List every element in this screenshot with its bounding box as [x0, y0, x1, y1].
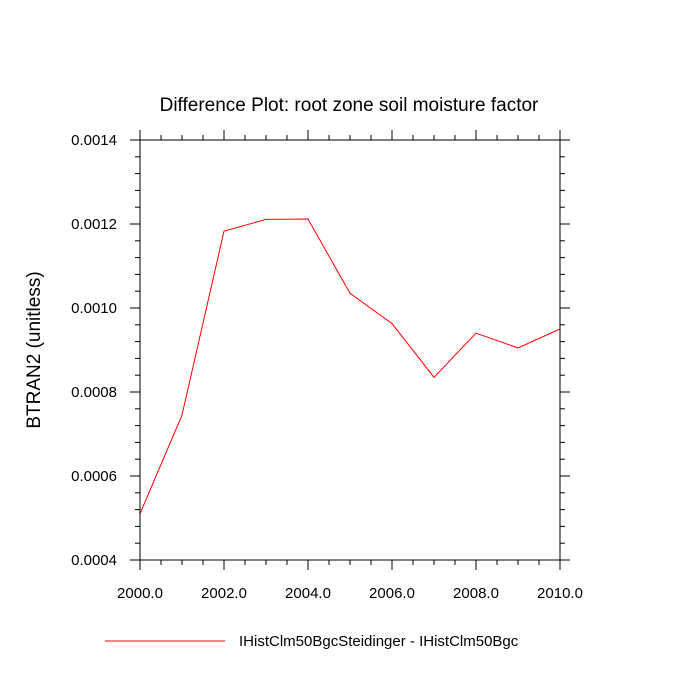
x-tick-label: 2000.0 — [117, 585, 163, 602]
major-ticks — [130, 130, 570, 570]
plot-frame — [139, 139, 561, 561]
y-axis-label: BTRAN2 (unitless) — [24, 271, 45, 428]
x-tick-label: 2006.0 — [369, 585, 415, 602]
legend-label: IHistClm50BgcSteidinger - IHistClm50Bgc — [239, 633, 519, 650]
y-tick-label: 0.0008 — [71, 384, 117, 401]
tick-labels: 2000.0 2002.0 2004.0 2006.0 2008.0 2010.0 0.00… — [71, 132, 583, 602]
y-tick-label: 0.0006 — [71, 468, 117, 485]
chart-title: Difference Plot: root zone soil moisture… — [160, 95, 539, 116]
y-tick-label: 0.0014 — [71, 132, 117, 149]
x-tick-label: 2004.0 — [285, 585, 331, 602]
x-tick-label: 2010.0 — [537, 585, 583, 602]
y-tick-label: 0.0012 — [71, 216, 117, 233]
series-layer — [139, 218, 561, 514]
minor-ticks — [135, 135, 565, 565]
x-tick-label: 2008.0 — [453, 585, 499, 602]
series-line — [139, 218, 561, 514]
y-tick-label: 0.0010 — [71, 300, 117, 317]
legend: IHistClm50BgcSteidinger - IHistClm50Bgc — [105, 633, 519, 650]
x-tick-label: 2002.0 — [201, 585, 247, 602]
y-tick-label: 0.0004 — [71, 552, 117, 569]
